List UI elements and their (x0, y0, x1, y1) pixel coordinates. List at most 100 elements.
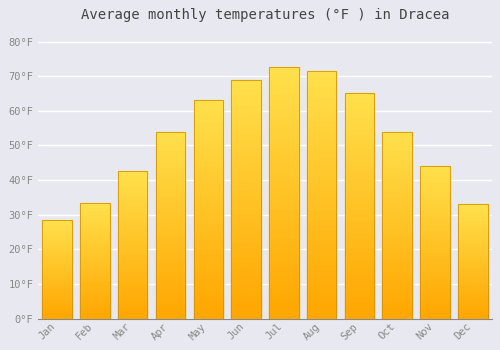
Bar (118, 242, 148, 245)
Bar (307, 304, 336, 309)
Bar (42, 287, 72, 289)
Bar (42, 285, 72, 287)
Bar (344, 292, 374, 296)
Bar (80, 216, 110, 219)
Bar (118, 239, 148, 242)
Bar (382, 135, 412, 139)
Bar (382, 225, 412, 229)
Bar (307, 96, 336, 101)
Bar (420, 215, 450, 218)
Bar (118, 222, 148, 224)
Bar (420, 200, 450, 203)
Bar (382, 296, 412, 300)
Bar (458, 232, 488, 234)
Bar (269, 278, 298, 284)
Bar (194, 135, 223, 140)
Bar (156, 274, 185, 278)
Bar (194, 105, 223, 109)
Bar (156, 195, 185, 199)
Bar (194, 292, 223, 297)
Bar (269, 133, 298, 138)
Bar (232, 113, 261, 118)
Bar (269, 113, 298, 118)
Bar (307, 249, 336, 254)
Bar (80, 277, 110, 279)
Bar (232, 257, 261, 261)
Bar (344, 175, 374, 179)
Bar (307, 294, 336, 299)
Bar (420, 194, 450, 197)
Bar (420, 276, 450, 279)
Bar (382, 150, 412, 154)
Bar (80, 304, 110, 307)
Bar (80, 203, 110, 205)
Bar (458, 209, 488, 211)
Bar (458, 225, 488, 227)
Bar (344, 314, 374, 318)
Bar (194, 205, 223, 209)
Bar (194, 231, 223, 236)
Bar (156, 184, 185, 188)
Bar (458, 204, 488, 318)
Bar (420, 206, 450, 209)
Bar (420, 239, 450, 242)
Bar (344, 152, 374, 156)
Bar (307, 101, 336, 106)
Bar (194, 196, 223, 201)
Bar (269, 118, 298, 123)
Bar (80, 210, 110, 212)
Bar (269, 108, 298, 113)
Bar (382, 214, 412, 218)
Bar (458, 302, 488, 305)
Bar (80, 312, 110, 314)
Bar (42, 301, 72, 303)
Bar (194, 253, 223, 258)
Bar (194, 223, 223, 227)
Bar (232, 79, 261, 84)
Bar (156, 191, 185, 195)
Bar (344, 296, 374, 301)
Bar (382, 132, 412, 135)
Bar (269, 228, 298, 233)
Bar (194, 240, 223, 244)
Bar (458, 282, 488, 284)
Bar (269, 72, 298, 78)
Bar (194, 157, 223, 161)
Bar (307, 116, 336, 120)
Bar (344, 215, 374, 219)
Bar (382, 158, 412, 161)
Bar (269, 78, 298, 83)
Bar (307, 125, 336, 131)
Bar (269, 158, 298, 163)
Bar (269, 163, 298, 168)
Bar (458, 229, 488, 232)
Bar (80, 214, 110, 216)
Bar (344, 202, 374, 206)
Bar (344, 161, 374, 166)
Bar (118, 192, 148, 195)
Bar (307, 239, 336, 244)
Bar (420, 169, 450, 172)
Bar (232, 261, 261, 266)
Bar (458, 275, 488, 278)
Bar (458, 266, 488, 268)
Bar (344, 93, 374, 318)
Bar (382, 191, 412, 195)
Bar (420, 254, 450, 258)
Bar (118, 272, 148, 274)
Bar (118, 189, 148, 192)
Bar (344, 210, 374, 215)
Bar (118, 260, 148, 262)
Bar (42, 244, 72, 245)
Bar (42, 245, 72, 247)
Bar (118, 316, 148, 318)
Bar (420, 178, 450, 181)
Bar (420, 166, 450, 169)
Bar (269, 248, 298, 253)
Bar (382, 281, 412, 285)
Bar (80, 307, 110, 309)
Bar (344, 183, 374, 188)
Bar (80, 298, 110, 300)
Bar (42, 307, 72, 309)
Bar (344, 278, 374, 282)
